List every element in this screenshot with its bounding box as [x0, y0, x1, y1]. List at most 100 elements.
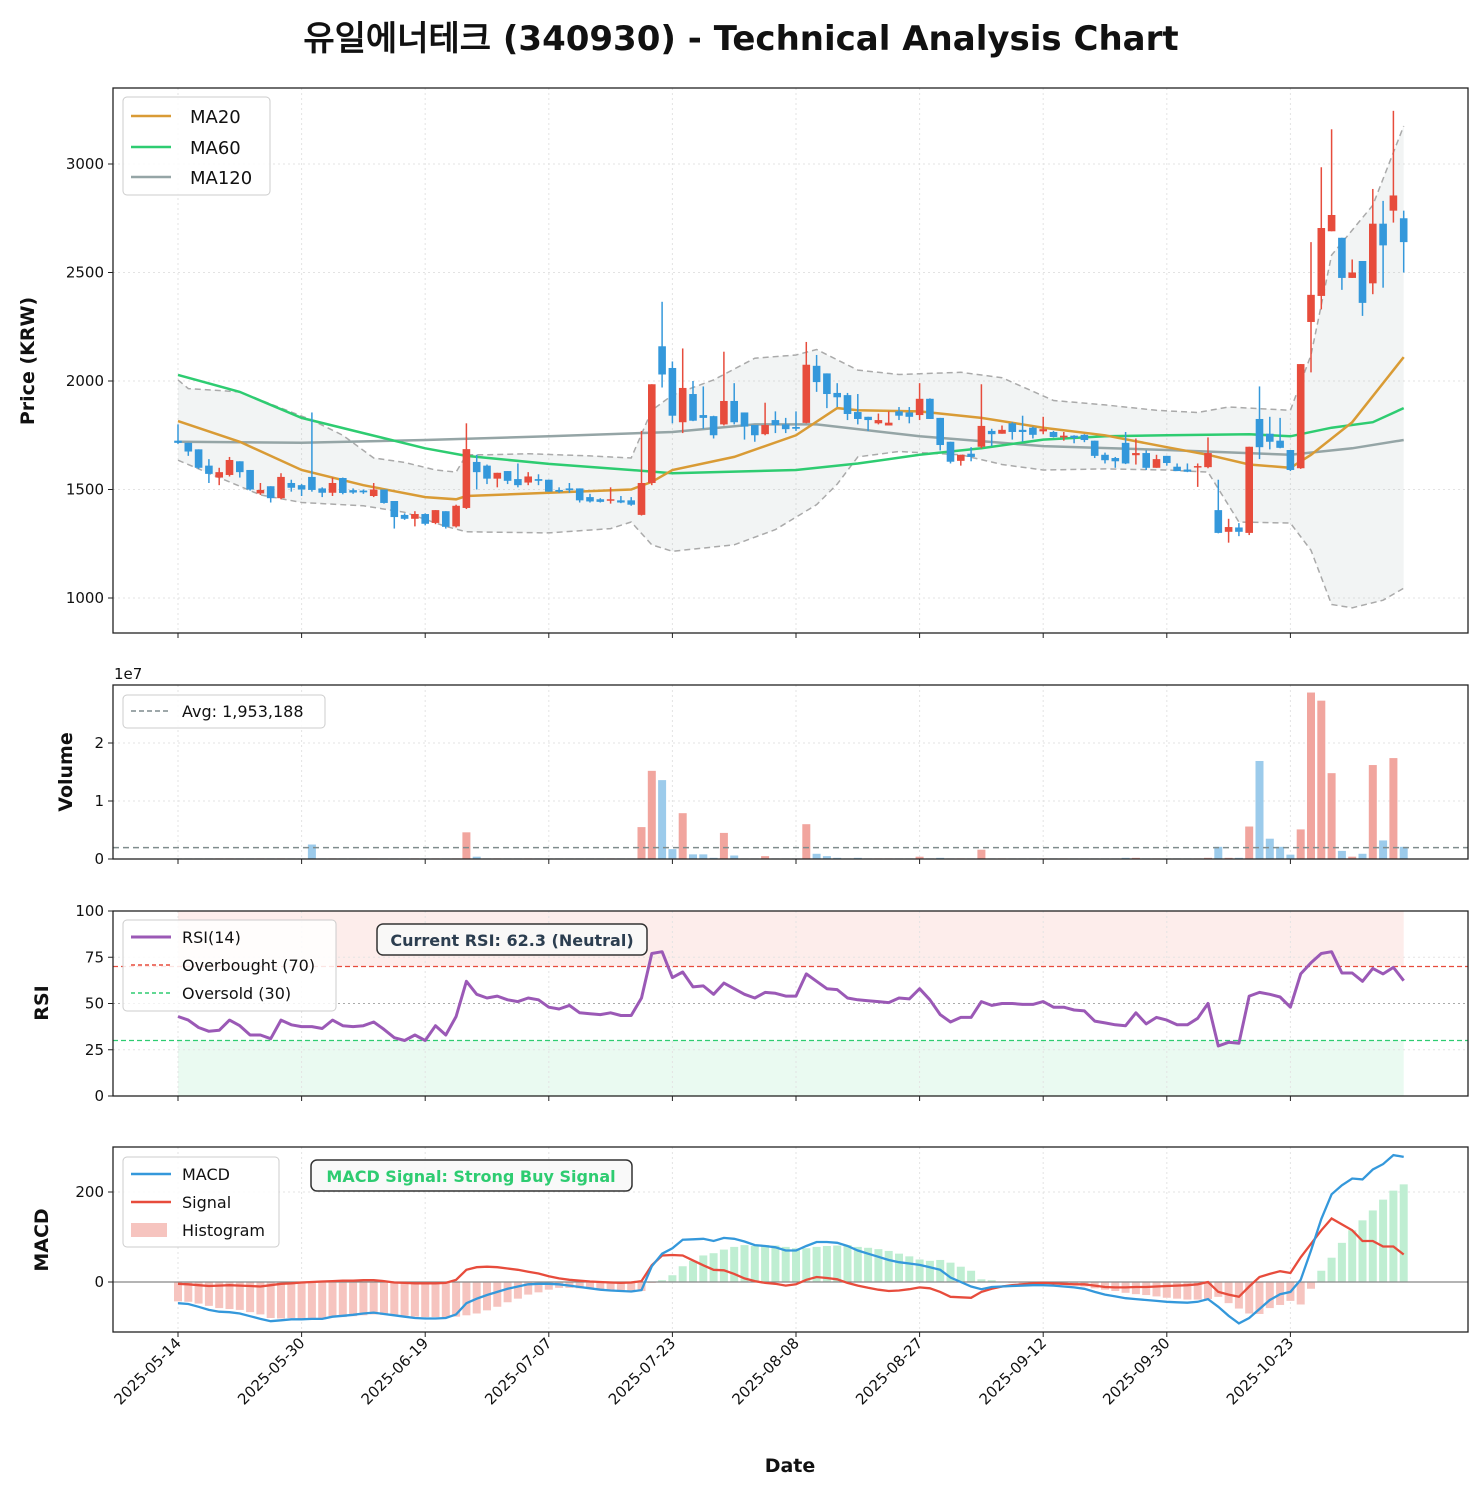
candle-body	[926, 398, 934, 419]
signal-line	[177, 1217, 1405, 1299]
candle-body	[194, 449, 203, 468]
x-tick-label: 2025-08-27	[852, 1334, 926, 1408]
macd-histogram-bar	[730, 1246, 739, 1282]
candle-body	[225, 459, 234, 475]
candle-body	[1173, 466, 1181, 472]
volume-bar	[1368, 765, 1377, 859]
candle-body	[1224, 527, 1233, 532]
macd-histogram-bar	[174, 1282, 182, 1302]
macd-histogram-bar	[967, 1270, 976, 1282]
candle-body	[431, 510, 440, 523]
macd-histogram-bar	[853, 1246, 862, 1282]
volume-bar	[1389, 758, 1398, 859]
candle-body	[967, 453, 975, 457]
volume-bar	[1265, 838, 1274, 859]
macd-histogram-bar	[194, 1282, 203, 1304]
candle-body	[751, 425, 759, 436]
candle-body	[1358, 260, 1367, 303]
macd-histogram-bar	[586, 1282, 594, 1289]
rsi-panel: 0 25 50 75 100	[75, 902, 1469, 1105]
ma20-line	[177, 356, 1405, 501]
legend-overbought-label: Overbought (70)	[182, 956, 315, 975]
rsi-frame	[112, 910, 1469, 1097]
candle-body	[308, 476, 316, 490]
candle-body	[854, 412, 862, 419]
macd-histogram-bar	[410, 1282, 419, 1317]
candle-body	[534, 479, 543, 481]
volume-bar	[1327, 773, 1336, 859]
rsi-ytick-label: 25	[85, 1041, 104, 1059]
candle-body	[1121, 442, 1130, 464]
macd-histogram-bar	[709, 1253, 718, 1282]
legend-macd-label: MACD	[182, 1165, 230, 1184]
macd-histogram-bar	[513, 1282, 522, 1299]
macd-histogram-bar	[1183, 1282, 1192, 1300]
candle-body	[565, 488, 574, 491]
macd-histogram-bar	[596, 1282, 605, 1290]
legend-oversold-label: Oversold (30)	[182, 984, 291, 1003]
ma60-line	[177, 373, 1405, 475]
macd-histogram-bar	[1245, 1282, 1254, 1314]
candle-body	[472, 461, 481, 473]
macd-frame	[112, 1146, 1469, 1333]
volume-bar	[658, 780, 667, 859]
macd-annotation: MACD Signal: Strong Buy Signal	[310, 1159, 633, 1192]
x-tick-label: 2025-09-30	[1099, 1334, 1173, 1408]
candle-body	[689, 394, 697, 421]
candle-body	[174, 440, 182, 443]
macd-annotation-text: MACD Signal: Strong Buy Signal	[326, 1167, 615, 1186]
candle-body	[1214, 510, 1223, 533]
bollinger-band-fill	[178, 126, 1404, 608]
candle-body	[617, 500, 625, 503]
candle-body	[1132, 453, 1140, 456]
candle-body	[555, 489, 563, 492]
candle-body	[730, 400, 738, 423]
macd-histogram-bar	[524, 1282, 533, 1295]
macd-histogram-bar	[235, 1282, 244, 1310]
candle-body	[1317, 228, 1326, 296]
price-axis-label: Price (KRW)	[17, 297, 39, 425]
volume-bar	[647, 770, 656, 859]
candle-body	[987, 430, 996, 435]
volume-bar	[637, 827, 646, 859]
macd-histogram-bar	[452, 1282, 461, 1317]
candle-body	[1338, 237, 1346, 278]
macd-histogram-bar	[369, 1282, 378, 1315]
legend-signal-label: Signal	[182, 1193, 231, 1212]
x-tick-label: 2025-07-07	[481, 1334, 555, 1408]
volume-bar	[1317, 700, 1326, 859]
rsi-ytick-label: 50	[85, 995, 104, 1013]
legend-avg-label: Avg: 1,953,188	[182, 702, 304, 721]
candle-body	[1204, 453, 1212, 468]
candle-body	[205, 465, 213, 474]
volume-bar	[1307, 692, 1315, 859]
candle-body	[781, 424, 790, 430]
legend-histogram-label: Histogram	[182, 1221, 265, 1240]
macd-histogram-bar	[503, 1282, 512, 1303]
candle-body	[575, 488, 584, 501]
candle-body	[1296, 364, 1305, 469]
legend-rsi-label: RSI(14)	[182, 928, 241, 947]
macd-histogram-bar	[956, 1266, 965, 1282]
candle-body	[400, 514, 409, 519]
candle-body	[648, 384, 656, 483]
macd-histogram-bar	[925, 1260, 934, 1282]
candle-body	[1008, 423, 1017, 432]
volume-bar	[462, 832, 471, 859]
volume-bar	[1296, 829, 1305, 859]
candle-body	[998, 429, 1006, 434]
macd-histogram-bar	[380, 1282, 388, 1315]
volume-bar	[1276, 846, 1285, 859]
macd-histogram-bar	[678, 1266, 687, 1282]
macd-histogram-bar	[843, 1245, 852, 1282]
macd-histogram-bar	[462, 1282, 471, 1316]
legend-histogram-swatch	[131, 1223, 167, 1237]
macd-histogram-bar	[658, 1280, 667, 1282]
candle-body	[411, 514, 419, 519]
rsi-line	[177, 950, 1405, 1048]
candle-body	[421, 514, 429, 524]
volume-bar	[822, 856, 831, 859]
candle-body	[1369, 223, 1377, 284]
macd-histogram-bar	[740, 1245, 749, 1282]
volume-bar	[719, 832, 728, 859]
